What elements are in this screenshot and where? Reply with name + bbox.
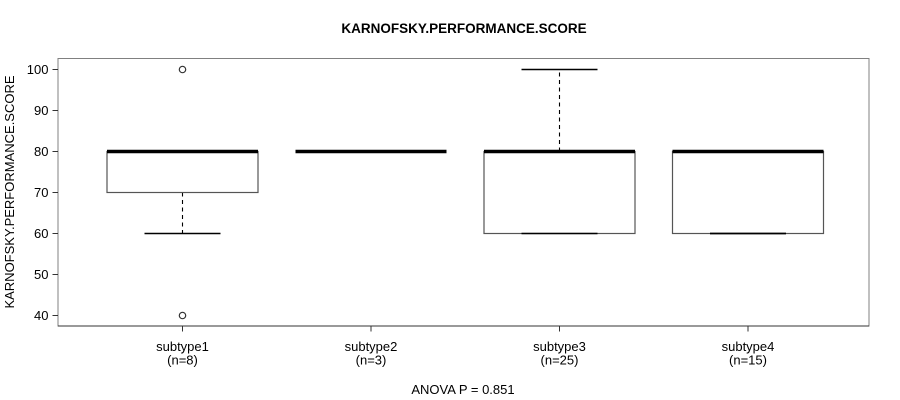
- x-group-sublabel: (n=8): [167, 353, 198, 368]
- boxplot-group-subtype1: subtype1(n=8): [106, 65, 259, 368]
- chart-title: KARNOFSKY.PERFORMANCE.SCORE: [341, 21, 586, 36]
- outlier-point: [178, 311, 187, 320]
- y-tick-label: 60: [34, 226, 48, 241]
- y-tick-label: 50: [34, 267, 48, 282]
- y-tick-label: 90: [34, 103, 48, 118]
- x-group-label: subtype2: [345, 339, 398, 354]
- boxplot-group-subtype3: subtype3(n=25): [483, 68, 636, 368]
- y-tick-label: 80: [34, 144, 48, 159]
- x-group-label: subtype3: [533, 339, 586, 354]
- y-tick-label: 70: [34, 185, 48, 200]
- iqr-box: [106, 150, 259, 194]
- x-group-label: subtype1: [156, 339, 209, 354]
- y-tick-label: 40: [34, 308, 48, 323]
- boxplot-group-subtype2: subtype2(n=3): [295, 149, 447, 368]
- x-group-sublabel: (n=3): [356, 353, 387, 368]
- x-group-sublabel: (n=25): [541, 353, 579, 368]
- x-group-label: subtype4: [722, 339, 775, 354]
- y-axis-ticks: 40 50 60 70 80 90 100: [27, 62, 58, 323]
- outlier-point: [178, 65, 187, 74]
- plot-area: 405060708090100subtype1(n=8)subtype2(n=3…: [27, 58, 870, 368]
- anova-footer: ANOVA P = 0.851: [411, 382, 514, 397]
- x-group-sublabel: (n=15): [729, 353, 767, 368]
- y-tick-label: 100: [27, 62, 49, 77]
- iqr-box: [483, 150, 636, 235]
- boxplot-group-subtype4: subtype4(n=15): [671, 149, 825, 368]
- iqr-box: [671, 150, 825, 235]
- y-axis-label: KARNOFSKY.PERFORMANCE.SCORE: [2, 75, 17, 308]
